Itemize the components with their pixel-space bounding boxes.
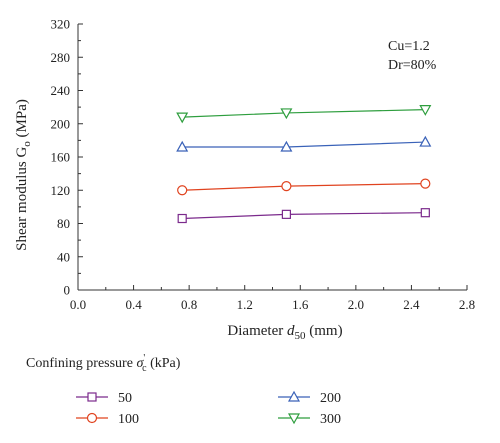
data-point-50 — [420, 208, 430, 218]
annotation-cu: Cu=1.2 — [388, 39, 430, 54]
legend-label: 50 — [118, 391, 132, 406]
legend-title: Confining pressure σ' c (kPa) — [26, 353, 181, 374]
series-200 — [176, 135, 432, 152]
data-point-300 — [176, 112, 189, 124]
x-axis-label: Diameter d50 (mm) — [227, 323, 342, 342]
x-tick-label: 0.4 — [125, 297, 142, 312]
legend: 50 100 200 300 — [76, 390, 341, 427]
y-tick-label: 320 — [51, 17, 71, 32]
annotation-dr: Dr=80% — [388, 58, 437, 73]
x-tick-label: 1.2 — [237, 297, 253, 312]
y-axis-label: Shear modulus Go (MPa) — [14, 99, 33, 251]
data-point-100 — [420, 178, 431, 189]
series-300 — [176, 105, 432, 124]
legend-item-200: 200 — [278, 390, 341, 406]
legend-item-50: 50 — [76, 391, 132, 406]
y-tick-label: 240 — [51, 83, 71, 98]
series-50 — [177, 208, 430, 224]
x-tick-label: 0.0 — [70, 297, 86, 312]
data-point-100 — [177, 185, 188, 196]
x-tick-label: 0.8 — [181, 297, 197, 312]
y-tick-label: 0 — [64, 283, 71, 298]
axes: 0 40 80 120 160 200 240 280 320 0.0 0.4 0.8 1.2 1.6 2.… — [51, 17, 476, 313]
x-tick-label: 2.0 — [348, 297, 364, 312]
legend-label: 200 — [320, 391, 341, 406]
series-line-100 — [182, 183, 426, 191]
y-tick-label: 80 — [57, 216, 70, 231]
series-line-50 — [182, 212, 426, 220]
data-point-300 — [280, 108, 293, 120]
data-point-300 — [419, 105, 432, 116]
x-tick-label: 2.8 — [459, 297, 475, 312]
legend-label: 300 — [320, 412, 341, 427]
data-point-200 — [419, 135, 432, 147]
series-layer — [176, 105, 432, 224]
legend-marker — [287, 413, 301, 425]
y-tick-label: 280 — [51, 50, 71, 65]
legend-item-300: 300 — [278, 412, 341, 427]
legend-item-100: 100 — [76, 412, 139, 427]
y-tick-label: 120 — [51, 183, 71, 198]
y-tick-label: 40 — [57, 249, 70, 264]
legend-marker — [86, 412, 98, 424]
series-100 — [177, 178, 431, 196]
series-line-300 — [182, 109, 426, 118]
data-point-50 — [177, 213, 187, 224]
legend-label: 100 — [118, 412, 139, 427]
y-tick-label: 160 — [51, 150, 71, 165]
legend-marker — [87, 392, 97, 402]
data-point-100 — [281, 180, 292, 192]
y-tick-label: 200 — [51, 116, 71, 131]
data-point-50 — [281, 209, 291, 219]
data-point-200 — [280, 140, 293, 152]
legend-marker — [287, 390, 301, 402]
x-tick-label: 1.6 — [292, 297, 309, 312]
x-tick-label: 2.4 — [403, 297, 420, 312]
series-line-200 — [182, 141, 426, 148]
data-point-200 — [176, 140, 189, 152]
